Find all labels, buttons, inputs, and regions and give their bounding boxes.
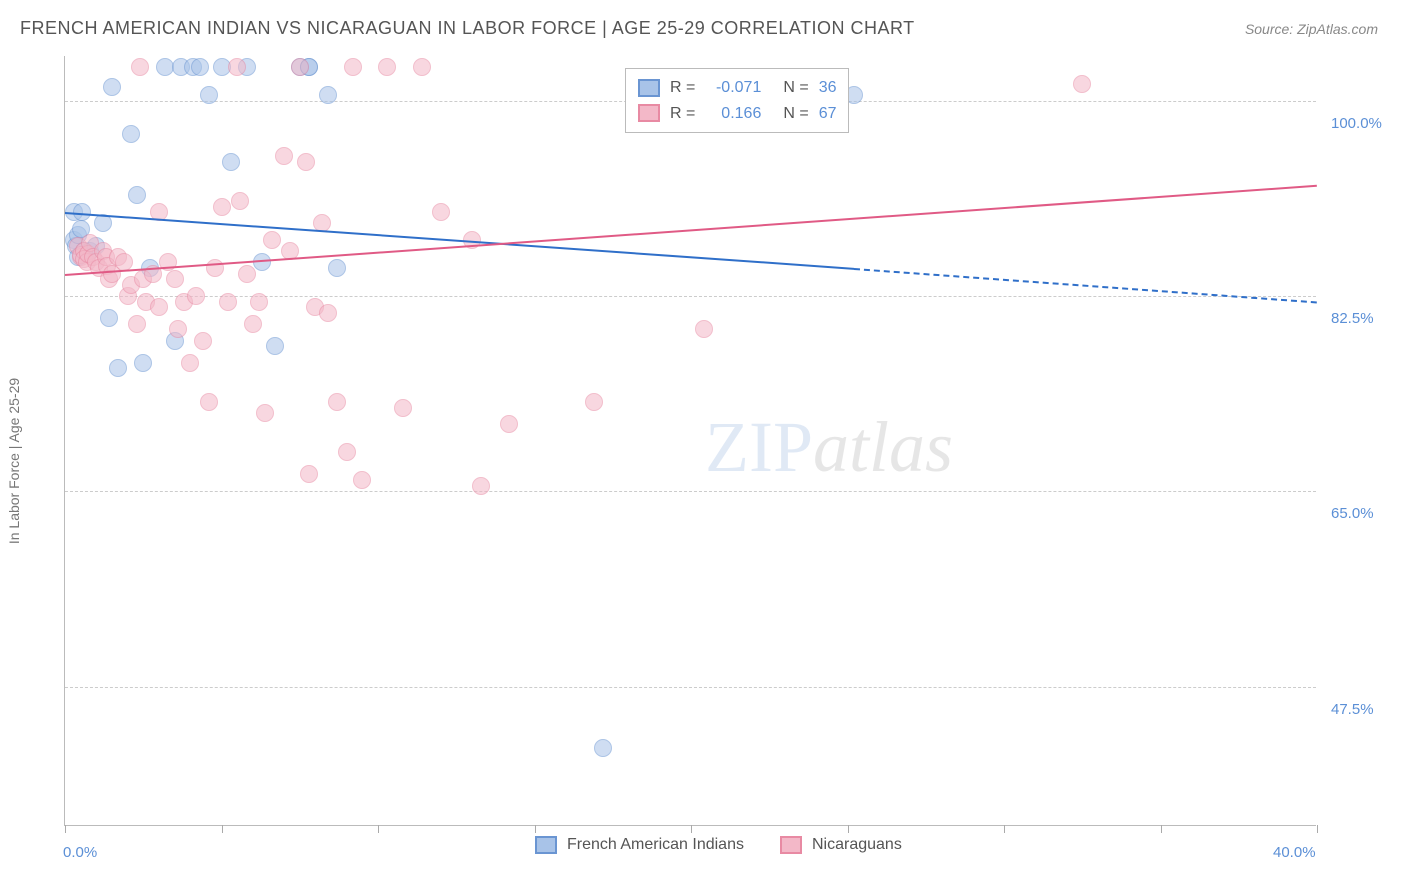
data-point bbox=[353, 471, 371, 489]
legend-r-value: -0.071 bbox=[705, 75, 761, 101]
legend-series-name: Nicaraguans bbox=[812, 836, 902, 854]
x-tick bbox=[848, 825, 849, 833]
x-tick bbox=[691, 825, 692, 833]
source-attribution: Source: ZipAtlas.com bbox=[1245, 21, 1378, 37]
data-point bbox=[328, 393, 346, 411]
data-point bbox=[181, 354, 199, 372]
data-point bbox=[169, 320, 187, 338]
x-tick bbox=[378, 825, 379, 833]
data-point bbox=[194, 332, 212, 350]
data-point bbox=[100, 309, 118, 327]
legend-n-value: 36 bbox=[819, 75, 837, 101]
data-point bbox=[432, 203, 450, 221]
data-point bbox=[222, 153, 240, 171]
y-tick-label: 82.5% bbox=[1331, 310, 1374, 327]
y-tick-label: 100.0% bbox=[1331, 115, 1382, 132]
legend-n-label: N = bbox=[783, 101, 808, 127]
legend-row: R = -0.071 N = 36 bbox=[638, 75, 836, 101]
data-point bbox=[200, 86, 218, 104]
data-point bbox=[109, 359, 127, 377]
data-point bbox=[394, 399, 412, 417]
data-point bbox=[231, 192, 249, 210]
data-point bbox=[263, 231, 281, 249]
y-tick-label: 65.0% bbox=[1331, 505, 1374, 522]
gridline bbox=[65, 687, 1316, 688]
data-point bbox=[300, 465, 318, 483]
data-point bbox=[256, 404, 274, 422]
data-point bbox=[219, 293, 237, 311]
plot-area: 47.5%65.0%82.5%100.0%0.0%40.0%ZIPatlasR … bbox=[64, 56, 1316, 826]
x-tick bbox=[1317, 825, 1318, 833]
trend-line bbox=[65, 184, 1317, 275]
data-point bbox=[291, 58, 309, 76]
data-point bbox=[378, 58, 396, 76]
data-point bbox=[206, 259, 224, 277]
watermark: ZIPatlas bbox=[705, 406, 953, 489]
x-tick bbox=[65, 825, 66, 833]
y-tick-label: 47.5% bbox=[1331, 701, 1374, 718]
legend-swatch bbox=[535, 836, 557, 854]
chart-container: In Labor Force | Age 25-29 47.5%65.0%82.… bbox=[20, 56, 1386, 866]
data-point bbox=[122, 125, 140, 143]
legend-n-label: N = bbox=[783, 75, 808, 101]
chart-title: FRENCH AMERICAN INDIAN VS NICARAGUAN IN … bbox=[20, 18, 915, 39]
trend-line-extrapolated bbox=[854, 268, 1317, 303]
data-point bbox=[472, 477, 490, 495]
data-point bbox=[244, 315, 262, 333]
series-legend: French American Indians Nicaraguans bbox=[535, 836, 902, 854]
data-point bbox=[253, 253, 271, 271]
data-point bbox=[297, 153, 315, 171]
data-point bbox=[228, 58, 246, 76]
x-tick bbox=[1161, 825, 1162, 833]
y-axis-label: In Labor Force | Age 25-29 bbox=[6, 378, 22, 544]
legend-r-label: R = bbox=[670, 75, 695, 101]
data-point bbox=[338, 443, 356, 461]
data-point bbox=[594, 739, 612, 757]
data-point bbox=[187, 287, 205, 305]
data-point bbox=[131, 58, 149, 76]
data-point bbox=[413, 58, 431, 76]
legend-r-label: R = bbox=[670, 101, 695, 127]
data-point bbox=[128, 315, 146, 333]
x-tick bbox=[222, 825, 223, 833]
legend-swatch bbox=[780, 836, 802, 854]
data-point bbox=[238, 265, 256, 283]
data-point bbox=[266, 337, 284, 355]
data-point bbox=[200, 393, 218, 411]
x-tick bbox=[1004, 825, 1005, 833]
data-point bbox=[1073, 75, 1091, 93]
legend-item: French American Indians bbox=[535, 836, 744, 854]
data-point bbox=[150, 298, 168, 316]
trend-line bbox=[65, 212, 854, 270]
gridline bbox=[65, 491, 1316, 492]
x-tick bbox=[535, 825, 536, 833]
data-point bbox=[134, 354, 152, 372]
legend-series-name: French American Indians bbox=[567, 836, 744, 854]
data-point bbox=[250, 293, 268, 311]
legend-n-value: 67 bbox=[819, 101, 837, 127]
legend-row: R = 0.166 N = 67 bbox=[638, 101, 836, 127]
data-point bbox=[500, 415, 518, 433]
data-point bbox=[328, 259, 346, 277]
data-point bbox=[166, 270, 184, 288]
legend-item: Nicaraguans bbox=[780, 836, 902, 854]
data-point bbox=[103, 78, 121, 96]
correlation-legend: R = -0.071 N = 36 R = 0.166 N = 67 bbox=[625, 68, 849, 133]
data-point bbox=[128, 186, 146, 204]
data-point bbox=[319, 86, 337, 104]
data-point bbox=[191, 58, 209, 76]
legend-swatch bbox=[638, 79, 660, 97]
data-point bbox=[319, 304, 337, 322]
x-tick-label: 0.0% bbox=[63, 844, 97, 861]
data-point bbox=[344, 58, 362, 76]
data-point bbox=[275, 147, 293, 165]
data-point bbox=[213, 198, 231, 216]
data-point bbox=[585, 393, 603, 411]
legend-r-value: 0.166 bbox=[705, 101, 761, 127]
legend-swatch bbox=[638, 104, 660, 122]
x-tick-label: 40.0% bbox=[1273, 844, 1316, 861]
data-point bbox=[695, 320, 713, 338]
